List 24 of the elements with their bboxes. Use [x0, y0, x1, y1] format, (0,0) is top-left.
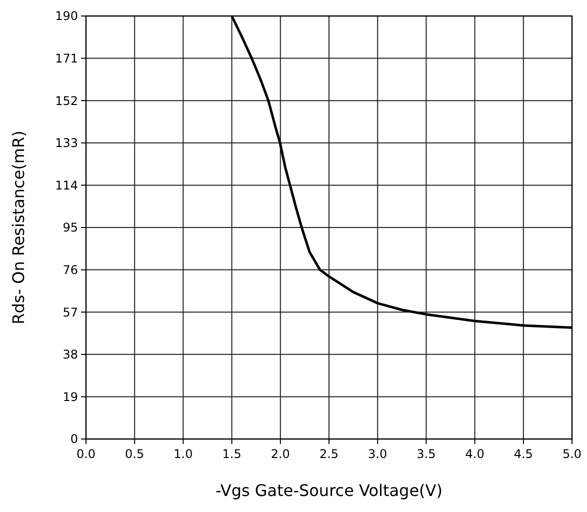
y-tick-label: 133 [55, 136, 78, 150]
x-axis-title: -Vgs Gate-Source Voltage(V) [216, 481, 442, 500]
x-tick-label: 3.0 [368, 447, 388, 461]
x-tick-label: 0.5 [125, 447, 144, 461]
x-tick-label: 4.5 [514, 447, 533, 461]
y-axis-title: Rds- On Resistance(mR) [9, 130, 28, 324]
y-tick-label: 57 [62, 305, 78, 320]
y-tick-label: 190 [55, 9, 78, 24]
x-tick-label: 4.0 [465, 447, 484, 461]
x-tick-label: 5.0 [562, 447, 582, 461]
y-tick-label: 19 [62, 390, 78, 404]
x-tick-label: 2.5 [319, 447, 339, 461]
y-tick-label: 0 [70, 432, 78, 446]
x-tick-label: 2.0 [270, 447, 290, 461]
y-tick-label: 38 [62, 348, 78, 362]
y-tick-label: 152 [55, 94, 78, 108]
y-tick-label: 95 [62, 220, 78, 235]
y-tick-label: 171 [55, 52, 78, 66]
x-tick-label: 1.5 [222, 447, 242, 461]
x-tick-label: 3.5 [416, 447, 436, 461]
y-tick-label: 76 [62, 263, 78, 277]
x-tick-label: 0.0 [76, 447, 96, 461]
y-tick-label: 114 [55, 178, 78, 192]
x-tick-label: 1.0 [174, 447, 193, 461]
